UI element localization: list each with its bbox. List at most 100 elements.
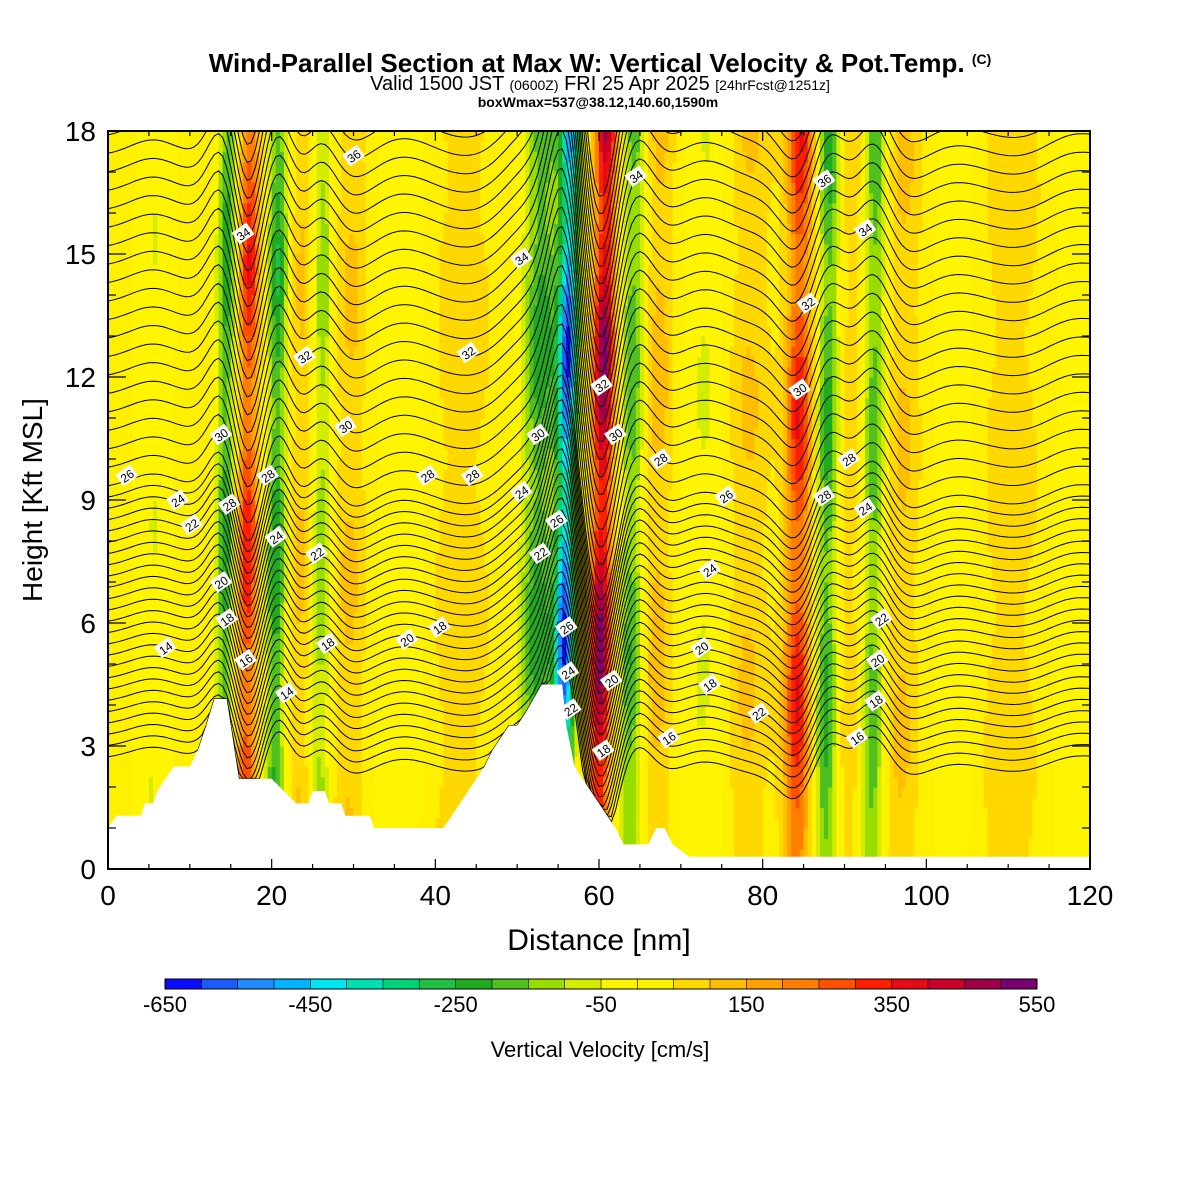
contour-label: 28: [460, 464, 484, 487]
field-cell: [132, 202, 138, 869]
field-cell: [480, 530, 486, 696]
field-cell: [774, 817, 780, 860]
field-cell: [251, 448, 256, 501]
field-cell: [909, 131, 915, 142]
field-cell: [324, 223, 330, 337]
field-cell: [742, 131, 747, 153]
field-cell: [742, 448, 747, 634]
field-cell: [991, 633, 997, 869]
field-cell: [271, 633, 277, 768]
field-column-54: [328, 131, 334, 869]
field-cell: [631, 459, 637, 583]
field-cell: [979, 131, 985, 869]
field-column-209: [963, 131, 968, 869]
field-cell: [734, 274, 739, 869]
colorbar-swatch: [564, 979, 602, 989]
field-cell: [521, 131, 526, 235]
field-cell: [644, 131, 649, 245]
field-cell: [521, 233, 526, 573]
contour-label-bg: [554, 616, 578, 638]
field-cell: [480, 131, 486, 142]
field-cell: [770, 459, 776, 645]
field-cell: [807, 233, 813, 337]
field-cell: [783, 131, 788, 204]
field-cell: [787, 479, 792, 624]
field-cell: [533, 469, 539, 501]
field-cell: [611, 172, 616, 327]
contour-label: 30: [209, 423, 233, 446]
colorbar-swatch: [237, 979, 275, 989]
field-cell: [836, 131, 842, 265]
field-column-76: [418, 131, 424, 869]
field-column-65: [373, 131, 379, 869]
field-cell: [566, 192, 571, 224]
field-cell: [255, 131, 260, 153]
field-cell: [443, 448, 449, 470]
field-cell: [148, 520, 154, 532]
field-cell: [603, 418, 608, 440]
field-cell: [1065, 131, 1071, 869]
field-cell: [824, 653, 829, 768]
field-cell: [844, 325, 850, 869]
field-cell: [693, 131, 698, 869]
contour-label-bg: [812, 169, 836, 192]
field-cell: [529, 284, 535, 419]
field-cell: [553, 459, 559, 511]
field-cell: [1020, 131, 1026, 869]
field-cell: [251, 131, 256, 183]
field-cell: [279, 151, 285, 235]
field-cell: [914, 315, 919, 552]
colorbar-swatch: [201, 979, 239, 989]
field-cell: [631, 131, 637, 173]
field-cell: [304, 131, 310, 675]
field-cell: [783, 202, 788, 317]
field-column-43: [283, 131, 289, 869]
field-cell: [603, 161, 608, 194]
field-cell: [570, 295, 576, 388]
field-cell: [729, 346, 735, 460]
field-cell: [627, 295, 633, 450]
field-cell: [251, 633, 256, 778]
contour-label-bg: [509, 480, 533, 503]
field-cell: [889, 356, 895, 563]
contour-label: 22: [747, 702, 770, 725]
field-cell: [705, 438, 711, 645]
field-cell: [365, 131, 371, 869]
field-cell: [214, 233, 220, 327]
field-column-88: [468, 131, 473, 869]
field-cell: [811, 787, 817, 869]
field-cell: [766, 131, 772, 214]
field-cell: [877, 766, 882, 869]
field-cell: [779, 131, 784, 655]
field-cell: [271, 489, 277, 634]
field-cell: [218, 479, 224, 624]
field-cell: [840, 131, 846, 173]
field-cell: [226, 428, 232, 511]
field-cell: [226, 131, 232, 194]
field-cell: [1040, 131, 1046, 869]
colorbar-tick-labels: -650 -450 -250 -50 150 350 550: [143, 992, 1055, 1017]
field-cell: [590, 571, 596, 604]
field-cell: [991, 131, 997, 296]
theta-contour-43: [108, 131, 1090, 267]
field-column-53: [324, 131, 330, 869]
colorbar-tick-label: -50: [585, 992, 617, 1017]
field-cell: [599, 274, 604, 296]
field-cell: [774, 346, 780, 491]
contour-label: 34: [509, 247, 533, 269]
field-cell: [594, 131, 600, 183]
field-column-61: [357, 131, 363, 869]
field-cell: [549, 448, 555, 522]
field-cell: [247, 746, 252, 788]
field-cell: [750, 735, 756, 869]
field-column-200: [926, 131, 932, 869]
field-cell: [271, 131, 277, 183]
x-tick-label: 20: [256, 880, 287, 911]
field-cell: [909, 182, 915, 869]
field-cell: [153, 131, 158, 214]
field-cell: [136, 131, 142, 869]
field-cell: [549, 254, 555, 327]
field-cell: [635, 715, 641, 869]
field-cell: [619, 551, 625, 869]
field-cell: [599, 295, 604, 317]
